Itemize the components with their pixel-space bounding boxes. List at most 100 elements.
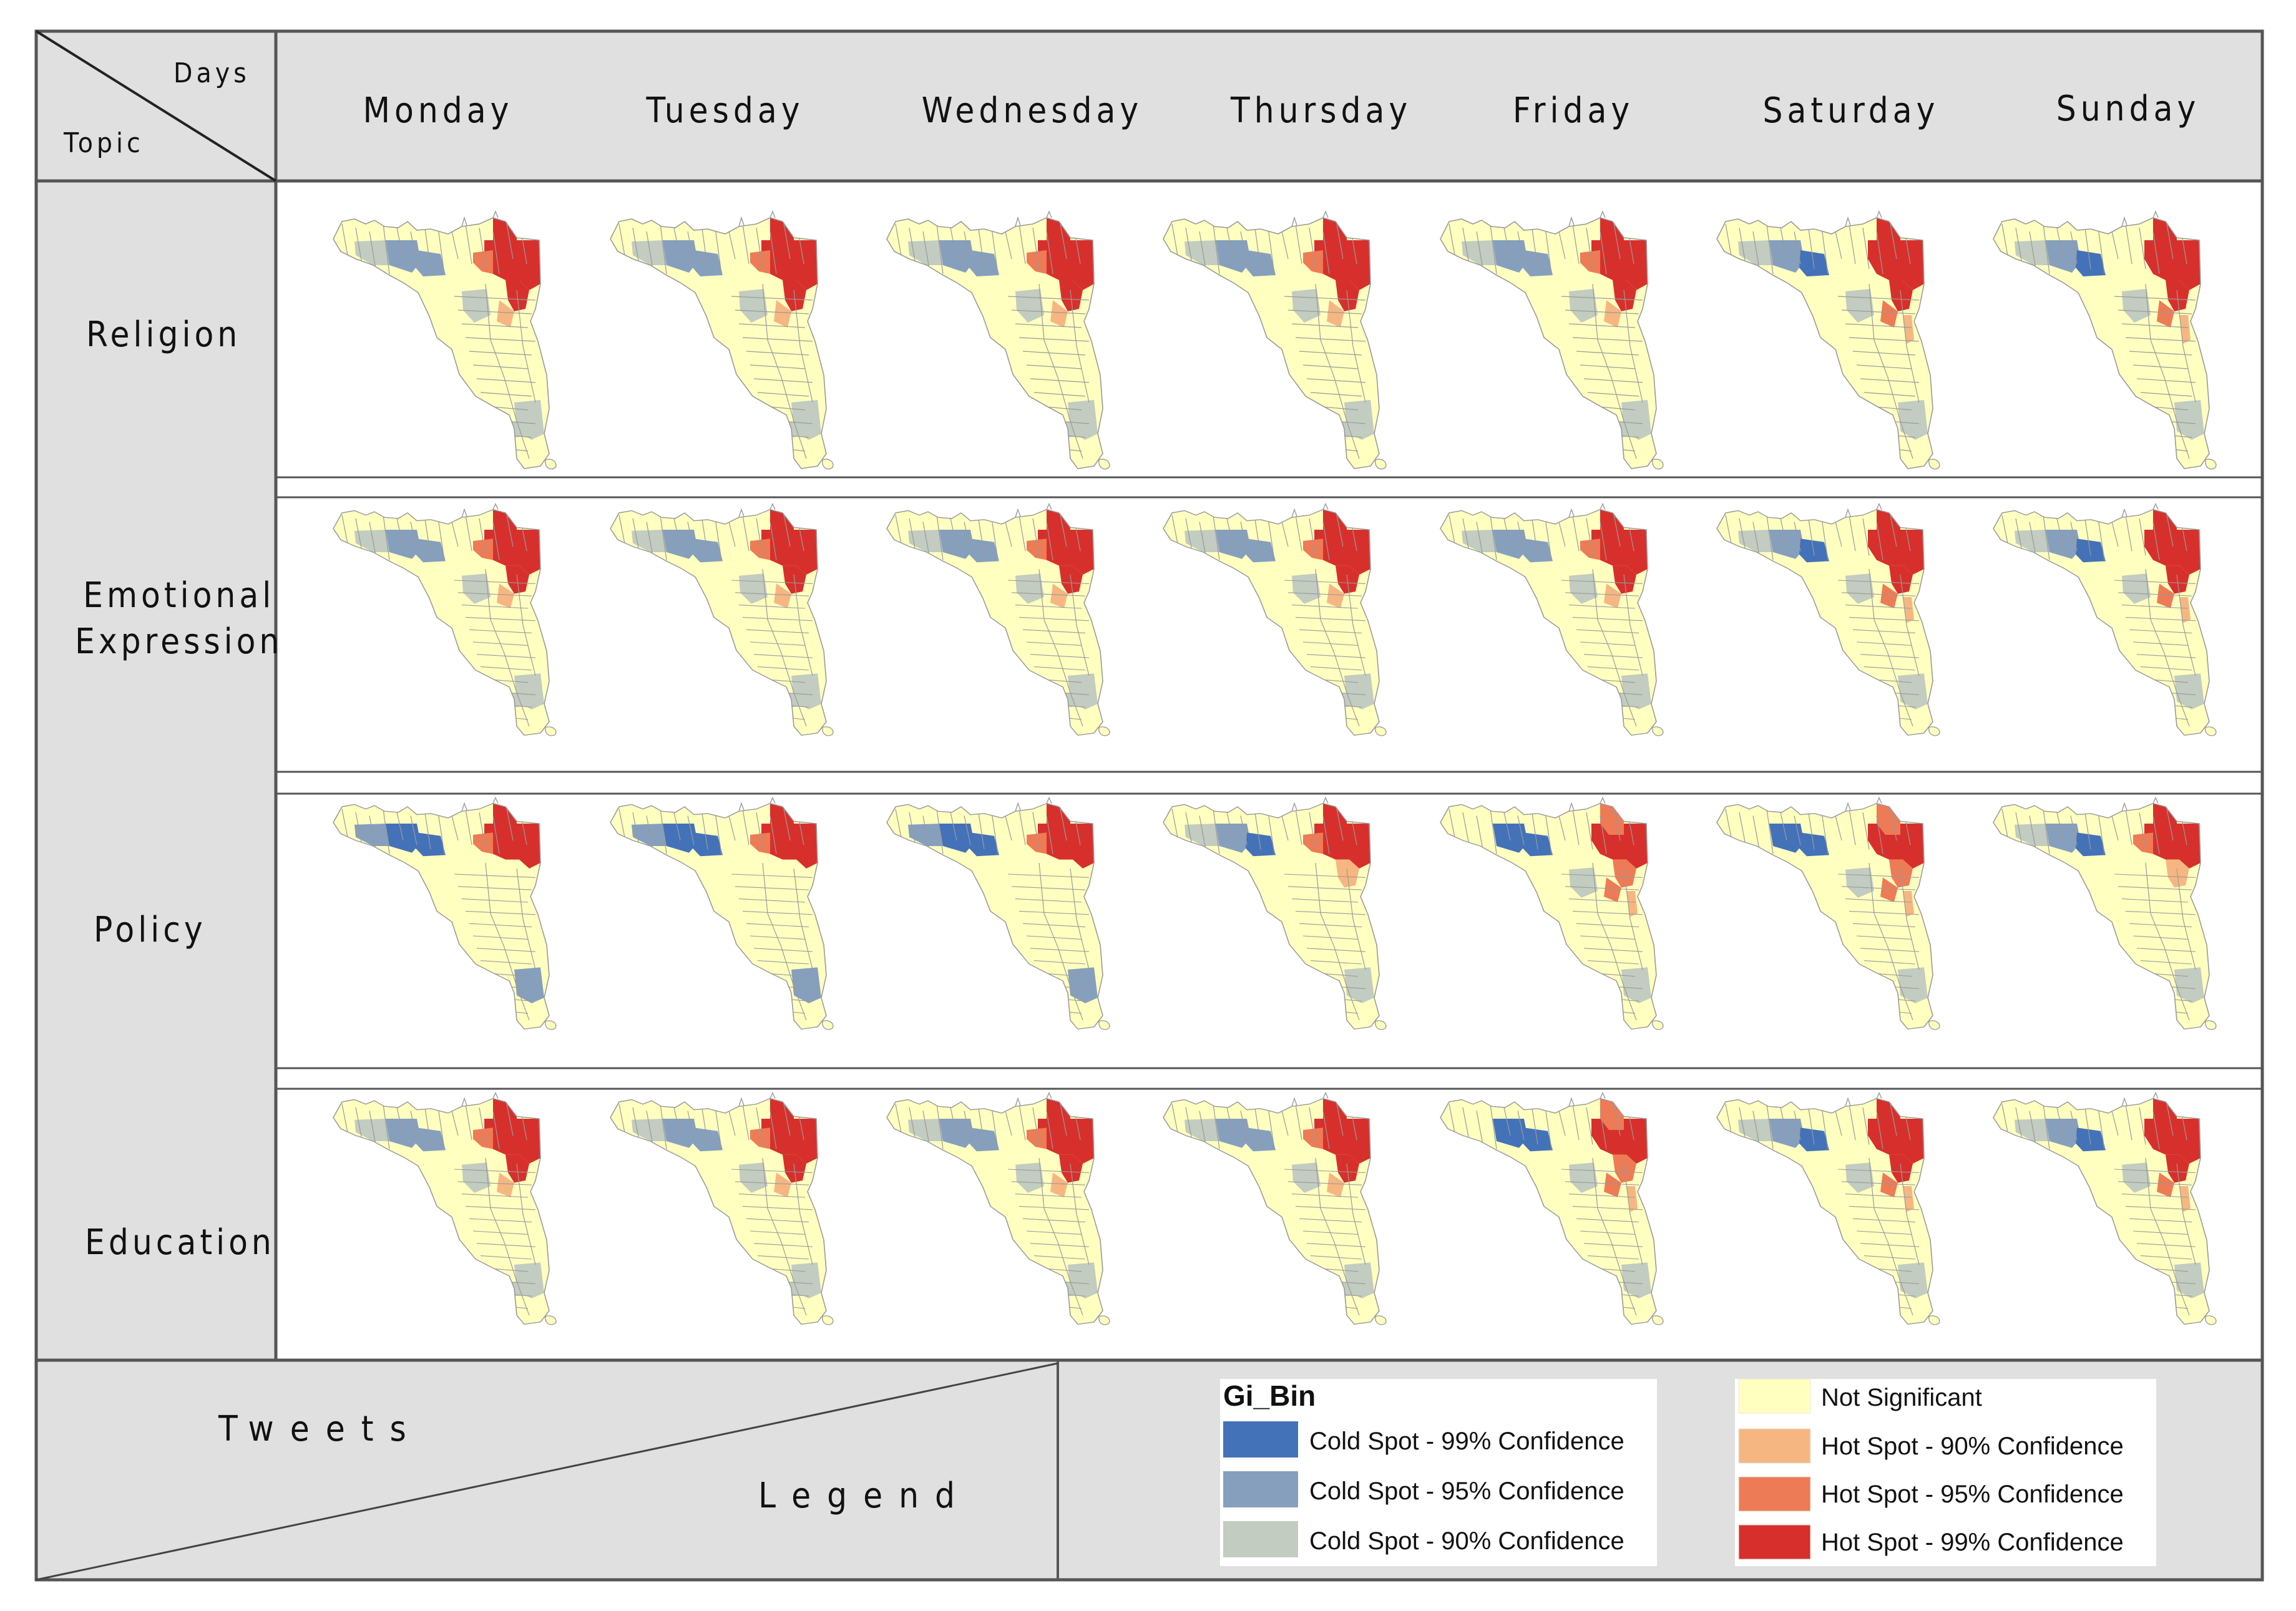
street-line — [1022, 923, 1086, 928]
street-line — [1558, 1111, 1566, 1136]
map-base-area — [1440, 1098, 1656, 1325]
district-coastal — [2144, 824, 2201, 869]
corner-topic-label: Topic — [64, 127, 144, 159]
street-line — [1336, 515, 1344, 547]
district-west2 — [693, 250, 723, 276]
district-west1 — [663, 1119, 698, 1148]
district-west2 — [1523, 250, 1553, 276]
street-line — [2139, 227, 2146, 270]
map-0-0 — [333, 210, 557, 470]
island — [2205, 1315, 2217, 1325]
district-westGrey — [908, 824, 943, 846]
street-line — [341, 223, 349, 260]
street-line — [895, 515, 902, 547]
street-line — [1019, 809, 1026, 845]
street-line — [1780, 227, 1787, 260]
street-line — [2125, 809, 2132, 845]
street-line — [1240, 231, 1248, 265]
map-outline — [610, 1098, 827, 1325]
island — [2205, 1020, 2217, 1030]
district-west2 — [416, 832, 446, 857]
map-base-area — [887, 1098, 1103, 1325]
street-line — [1476, 1111, 1483, 1145]
street-line — [1531, 515, 1538, 556]
street-line — [1254, 515, 1261, 556]
street-line — [1586, 812, 1593, 850]
map-outline — [1440, 217, 1657, 469]
island — [1098, 459, 1110, 470]
street-line — [437, 812, 445, 854]
map-outline — [1993, 509, 2210, 736]
street-line — [1592, 862, 1637, 1021]
district-coastalN — [1323, 1098, 1347, 1131]
district-west2 — [1246, 832, 1276, 857]
map-3-0 — [333, 1091, 557, 1325]
street-line — [1600, 231, 1607, 275]
street-line — [742, 515, 750, 552]
street-line — [922, 522, 930, 556]
street-line — [1019, 223, 1026, 265]
district-south2 — [1604, 877, 1621, 902]
street-line — [1766, 515, 1774, 560]
day-header-tuesday: Tuesday — [646, 90, 804, 131]
district-westGrey — [1738, 240, 1773, 265]
street-line — [465, 910, 536, 915]
legend-label-hot-99: Hot Spot - 99% Confidence — [1821, 1529, 2124, 1556]
street-line — [762, 568, 807, 727]
street-line — [465, 1205, 536, 1210]
map-base-area — [1993, 1098, 2209, 1325]
street-line — [1030, 1243, 1090, 1247]
island — [2205, 726, 2217, 736]
pier-line — [1568, 508, 1575, 518]
map-outline — [1716, 1098, 1933, 1325]
pier-line — [1046, 796, 1052, 804]
street-line — [465, 337, 536, 342]
map-0-4 — [1440, 210, 1664, 470]
street-line — [485, 283, 530, 459]
street-line — [1821, 812, 1829, 854]
street-line — [1336, 223, 1344, 260]
street-line — [757, 666, 809, 671]
street-line — [1322, 231, 1330, 275]
street-line — [2125, 616, 2196, 621]
district-coastal — [1868, 1119, 1924, 1164]
map-1-6 — [1993, 502, 2217, 736]
street-line — [1185, 227, 1193, 265]
street-line — [2136, 1243, 2196, 1247]
street-line — [1572, 616, 1643, 621]
street-line — [1346, 290, 1366, 403]
street-line — [506, 1104, 514, 1136]
map-base-area — [333, 1098, 549, 1325]
street-line — [2114, 296, 2196, 301]
street-line — [1869, 862, 1913, 1021]
day-header-saturday: Saturday — [1762, 90, 1940, 131]
map-base-area — [610, 509, 826, 736]
street-line — [762, 283, 807, 459]
street-line — [1185, 518, 1193, 552]
street-line — [369, 1111, 376, 1145]
island — [1375, 1020, 1387, 1030]
street-line — [2166, 809, 2174, 841]
street-line — [1835, 1111, 1842, 1136]
district-southN — [1303, 1127, 1323, 1149]
street-line — [1837, 874, 1920, 878]
street-line — [1503, 1107, 1511, 1136]
street-line — [1860, 378, 1920, 383]
street-line — [1739, 1107, 1746, 1141]
street-line — [369, 522, 376, 556]
street-line — [1007, 874, 1090, 878]
footer-diagonal — [36, 1362, 1058, 1581]
street-line — [1171, 1104, 1179, 1136]
district-south2 — [1327, 300, 1344, 328]
street-line — [2166, 223, 2174, 260]
street-line — [1462, 518, 1470, 552]
district-southN — [1027, 832, 1047, 854]
district-southN — [473, 832, 493, 854]
street-line — [1561, 296, 1643, 301]
district-west2 — [416, 538, 446, 563]
street-line — [1576, 351, 1639, 356]
district-south2 — [1604, 583, 1621, 608]
street-line — [964, 1111, 971, 1141]
street-line — [1572, 1205, 1643, 1210]
pier-line — [1291, 508, 1297, 518]
